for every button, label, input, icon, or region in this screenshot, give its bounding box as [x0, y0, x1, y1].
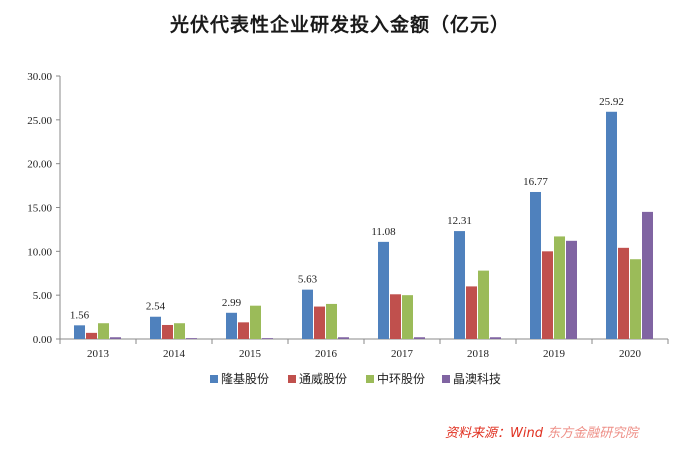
bar-1-2018 — [454, 231, 465, 339]
bar-2-2014 — [162, 324, 173, 339]
data-label: 11.08 — [371, 226, 396, 238]
legend-label: 晶澳科技 — [453, 372, 501, 386]
bar-1-2013 — [74, 325, 85, 339]
bar-4-2018 — [490, 337, 501, 339]
bar-1-2019 — [530, 191, 541, 339]
y-tick-label: 0.00 — [33, 334, 53, 346]
chart-title: 光伏代表性企业研发投入金额（亿元） — [169, 14, 510, 36]
legend-label: 隆基股份 — [221, 371, 269, 386]
bar-2-2019 — [542, 251, 553, 339]
bar-1-2016 — [302, 289, 313, 339]
legend-swatch — [366, 375, 374, 383]
bar-2-2015 — [238, 322, 249, 339]
y-tick-label: 25.00 — [27, 115, 52, 127]
bar-3-2013 — [98, 323, 109, 339]
bar-3-2014 — [174, 323, 185, 339]
y-tick-label: 30.00 — [27, 71, 52, 83]
bar-3-2019 — [554, 236, 565, 339]
bar-2-2013 — [86, 332, 97, 339]
x-tick-label: 2018 — [467, 348, 490, 360]
bar-3-2015 — [250, 305, 261, 339]
bar-4-2013 — [110, 337, 121, 339]
bar-4-2017 — [414, 337, 425, 339]
axes: 0.00 5.00 10.00 15.00 20.00 25.00 30.00 2013 201… — [27, 71, 669, 360]
legend-swatch — [288, 375, 296, 383]
bar-1-2017 — [378, 241, 389, 339]
bar-1-2014 — [150, 316, 161, 339]
legend-label: 通威股份 — [299, 372, 347, 386]
y-tick-label: 15.00 — [27, 203, 52, 215]
data-label: 16.77 — [523, 176, 548, 188]
x-tick-label: 2013 — [87, 348, 110, 360]
data-label: 2.99 — [222, 297, 242, 309]
data-label: 5.63 — [298, 274, 318, 286]
x-tick-label: 2017 — [391, 348, 414, 360]
bar-4-2020 — [642, 211, 653, 339]
data-label: 25.92 — [599, 96, 624, 108]
bar-4-2014 — [186, 338, 197, 339]
x-tick-label: 2015 — [239, 348, 262, 360]
bar-2-2017 — [390, 294, 401, 339]
legend-swatch — [442, 375, 450, 383]
source-blurred-text: 东方金融研究院 — [547, 426, 639, 441]
bar-4-2015 — [262, 338, 273, 339]
bar-3-2018 — [478, 270, 489, 339]
bars — [74, 111, 653, 339]
legend-swatch — [210, 375, 218, 383]
legend-label: 中环股份 — [377, 371, 425, 386]
source-text: 资料来源：Wind — [445, 426, 543, 441]
x-tick-label: 2016 — [315, 348, 338, 360]
x-tick-label: 2020 — [619, 348, 642, 360]
bar-2-2020 — [618, 247, 629, 339]
bar-3-2017 — [402, 295, 413, 339]
data-label: 1.56 — [70, 309, 90, 321]
bar-3-2020 — [630, 259, 641, 339]
x-tick-label: 2014 — [163, 348, 186, 360]
legend: 隆基股份 通威股份 中环股份 晶澳科技 — [210, 371, 501, 386]
y-tick-label: 20.00 — [27, 159, 52, 171]
bar-3-2016 — [326, 303, 337, 339]
y-tick-label: 10.00 — [27, 246, 52, 258]
bar-4-2019 — [566, 240, 577, 339]
bar-4-2016 — [338, 337, 349, 339]
y-tick-label: 5.00 — [33, 290, 53, 302]
bar-1-2020 — [606, 111, 617, 339]
bar-1-2015 — [226, 312, 237, 339]
data-label: 12.31 — [447, 215, 472, 227]
bar-2-2016 — [314, 306, 325, 339]
x-tick-label: 2019 — [543, 348, 566, 360]
data-label: 2.54 — [146, 301, 166, 313]
source-note: 资料来源：Wind 东方金融研究院 — [445, 422, 675, 441]
bar-2-2018 — [466, 286, 477, 339]
data-labels: 1.56 2.54 2.99 5.63 11.08 12.31 16.77 25.92 — [70, 96, 624, 322]
